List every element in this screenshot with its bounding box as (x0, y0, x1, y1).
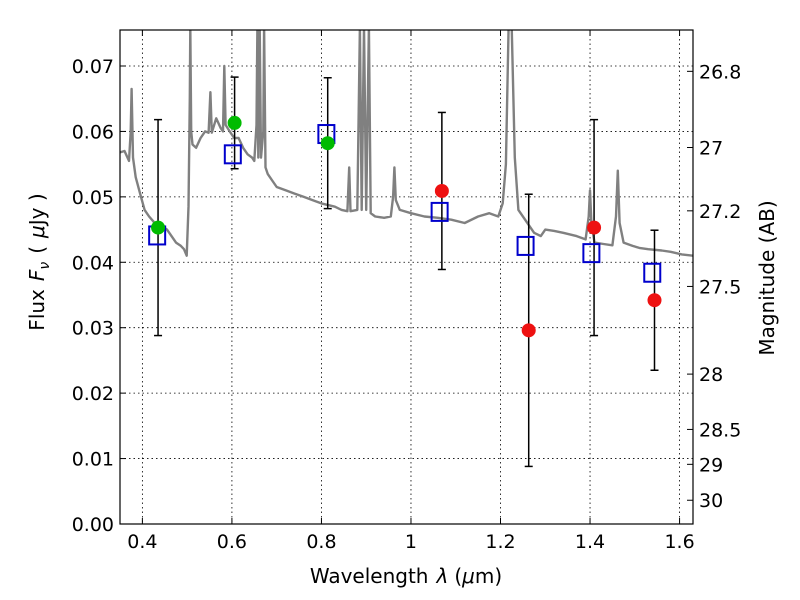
errorbar-layer (154, 76, 659, 468)
y2-tick-label: 28 (699, 364, 723, 386)
green-point (320, 136, 335, 151)
marker-layer (148, 115, 662, 338)
ticks: 0.4 0.6 0.8 1 1.2 1.4 1.6 0.00 0.01 0.02 0.03 0.04 0… (72, 30, 741, 553)
y-tick-label: 0.04 (72, 252, 114, 274)
red-point (587, 220, 602, 235)
y2-tick-label: 27.5 (699, 276, 741, 298)
x-tick-label: 0.8 (306, 531, 336, 553)
plot-frame (119, 29, 694, 525)
x-axis-unit-open: ( (454, 564, 462, 588)
grid (120, 30, 693, 525)
red-point (521, 323, 536, 338)
model-square (643, 262, 662, 283)
y-axis-symbol: F (25, 269, 49, 281)
x-tick-label: 1.6 (664, 531, 694, 553)
y-tick-label: 0.02 (72, 383, 114, 405)
y2-tick-label: 30 (699, 490, 723, 512)
x-axis-unit-mu: μ (461, 564, 475, 588)
y-tick-label: 0.07 (72, 56, 114, 78)
y2-tick-label: 27 (699, 137, 723, 159)
y-tick-label: 0.00 (72, 514, 114, 536)
x-axis-title-text: Wavelength (310, 564, 429, 588)
y-tick-label: 0.03 (72, 318, 114, 340)
y-tick-label: 0.06 (72, 121, 114, 143)
red-point (434, 183, 449, 198)
x-axis-title: Wavelength λ (μm) (310, 564, 502, 588)
model-square (430, 201, 449, 222)
y-tick-label: 0.05 (72, 187, 114, 209)
y-axis-unit-open: ( (25, 246, 49, 254)
y-axis-unit-mu: μ (25, 225, 49, 239)
y-axis-title: Flux Fν ( μJy ) (25, 193, 53, 330)
x-tick-label: 0.6 (217, 531, 247, 553)
spectrum-layer (120, 30, 693, 257)
x-tick-label: 1.4 (575, 531, 605, 553)
model-square (516, 235, 535, 256)
y2-tick-label: 26.8 (699, 61, 741, 83)
y-tick-label: 0.01 (72, 449, 114, 471)
y-axis-symbol-sub: ν (37, 262, 53, 270)
red-point (647, 293, 662, 308)
y-axis-unit-rest: Jy ) (25, 193, 49, 227)
y2-axis-title: Magnitude (AB) (755, 200, 779, 355)
y2-tick-label: 28.5 (699, 419, 741, 441)
x-tick-label: 0.4 (127, 531, 157, 553)
y2-tick-label: 29 (699, 454, 723, 476)
x-tick-label: 1 (405, 531, 417, 553)
y2-tick-label: 27.2 (699, 201, 741, 223)
x-tick-label: 1.2 (485, 531, 515, 553)
x-axis-unit-rest: m) (475, 564, 502, 588)
y-axis-title-text: Flux (25, 289, 49, 331)
x-axis-symbol: λ (435, 564, 448, 588)
model-square (582, 243, 601, 264)
green-point (151, 220, 166, 235)
spectrum-line (120, 30, 693, 257)
model-square (223, 144, 242, 165)
green-point (227, 115, 242, 130)
